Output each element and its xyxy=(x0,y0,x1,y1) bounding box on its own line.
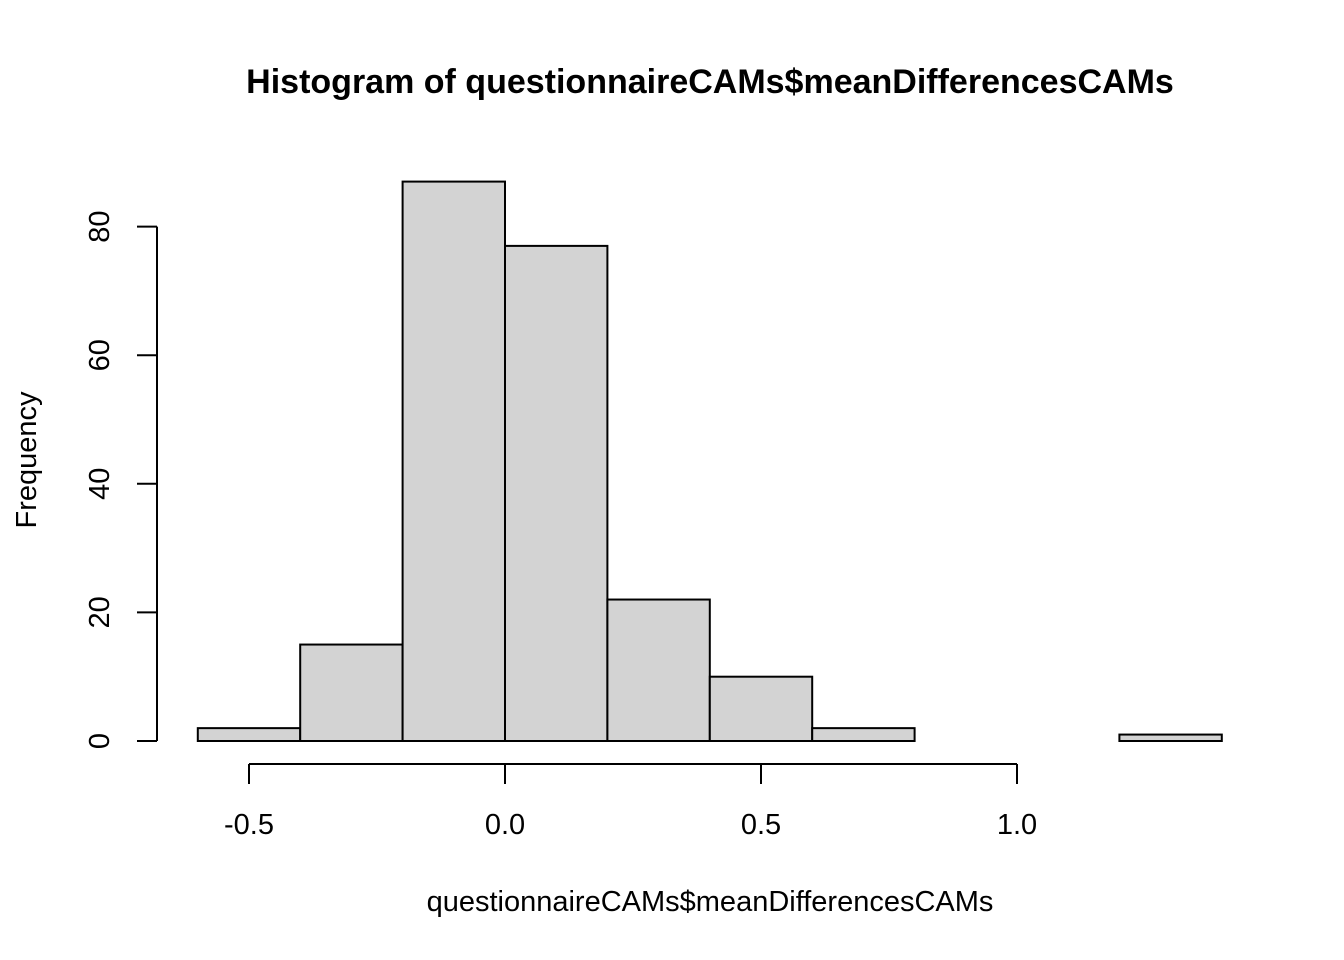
histogram-bar-4 xyxy=(504,244,609,742)
y-axis-title: Frequency xyxy=(11,391,43,529)
y-axis: 0 20 40 60 80 xyxy=(84,210,158,749)
x-tick-label-4: 1.0 xyxy=(997,809,1037,841)
histogram-bar-7 xyxy=(811,727,916,743)
y-tick-label-5: 80 xyxy=(84,210,116,242)
y-tick-label-4: 60 xyxy=(84,339,116,371)
histogram-bar-6 xyxy=(708,675,814,743)
x-tick-label-2: 0.0 xyxy=(485,809,525,841)
x-tick-label-1: -0.5 xyxy=(224,809,274,841)
x-axis: -0.5 0.0 0.5 1.0 xyxy=(224,763,1037,841)
y-tick-label-2: 20 xyxy=(84,596,116,628)
histogram-bar-10 xyxy=(1118,733,1223,743)
x-tick-label-3: 0.5 xyxy=(741,809,781,841)
histogram-bar-3 xyxy=(401,180,507,742)
y-tick-label-1: 0 xyxy=(84,733,116,749)
x-axis-title: questionnaireCAMs$meanDifferencesCAMs xyxy=(427,886,994,918)
histogram-bar-1 xyxy=(196,727,302,743)
bars-group xyxy=(196,180,1223,743)
histogram-bar-5 xyxy=(606,598,711,742)
y-tick-label-3: 40 xyxy=(84,468,116,500)
chart-title: Histogram of questionnaireCAMs$meanDiffe… xyxy=(246,63,1174,101)
histogram-bar-2 xyxy=(299,643,404,742)
